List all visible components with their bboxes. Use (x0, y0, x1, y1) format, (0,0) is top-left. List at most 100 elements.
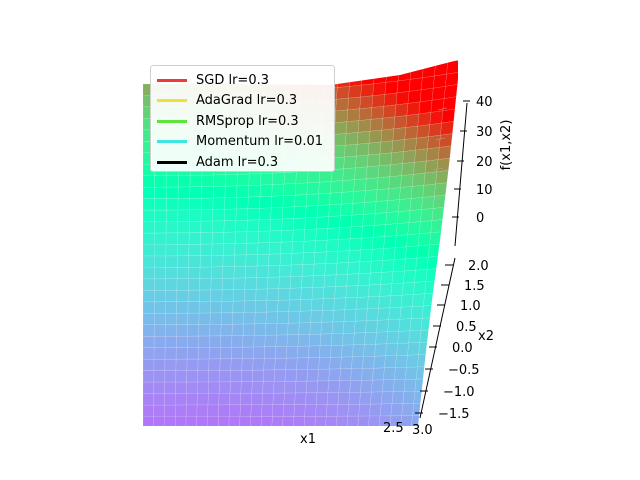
surface-patch (154, 255, 167, 268)
surface-patch (165, 209, 179, 222)
surface-patch (378, 295, 392, 309)
y-tick-label: 2.0 (468, 259, 489, 274)
surface-patch (267, 265, 281, 278)
surface-patch (176, 289, 189, 303)
surface-patch (352, 190, 366, 204)
surface-patch (154, 232, 167, 245)
surface-patch (379, 283, 393, 297)
surface-patch (357, 272, 371, 286)
surface-patch (296, 357, 309, 370)
surface-patch (211, 255, 224, 268)
surface-patch (422, 63, 436, 79)
surface-patch (269, 218, 283, 232)
surface-patch (337, 238, 351, 252)
surface-patch (388, 306, 402, 321)
surface-patch (435, 170, 449, 185)
surface-patch (366, 153, 381, 168)
surface-patch (165, 232, 178, 245)
surface-patch (177, 221, 190, 234)
surface-patch (417, 232, 432, 247)
surface-patch (270, 195, 284, 209)
surface-patch (186, 358, 199, 371)
surface-patch (143, 198, 155, 211)
surface-patch (143, 336, 155, 348)
surface-patch (251, 381, 264, 394)
surface-patch (316, 216, 329, 230)
surface-patch (287, 311, 301, 324)
surface-patch (317, 368, 330, 382)
surface-patch (143, 175, 156, 188)
surface-patch (334, 109, 349, 123)
surface-patch (245, 265, 258, 279)
surface-patch (260, 416, 273, 426)
surface-patch (185, 416, 198, 426)
surface-patch (287, 322, 300, 336)
surface-patch (265, 323, 278, 336)
surface-patch (228, 404, 241, 417)
surface-patch (352, 344, 365, 358)
surface-patch (251, 392, 263, 406)
surface-patch (316, 380, 329, 394)
surface-patch (281, 218, 295, 231)
surface-patch (174, 416, 187, 426)
surface-patch (188, 278, 201, 291)
surface-patch (340, 203, 354, 217)
surface-patch (232, 312, 245, 325)
surface-patch (360, 237, 374, 251)
surface-patch (240, 381, 253, 394)
surface-patch (326, 392, 340, 405)
surface-patch (283, 171, 297, 185)
surface-patch (408, 209, 422, 223)
surface-patch (261, 392, 274, 406)
surface-patch (197, 347, 210, 360)
surface-patch (341, 179, 355, 193)
surface-patch (357, 415, 370, 426)
surface-patch (218, 404, 230, 417)
surface-patch (406, 233, 420, 248)
surface-patch (223, 220, 237, 233)
surface-patch (404, 366, 418, 380)
surface-patch (153, 381, 166, 394)
surface-patch (364, 189, 378, 203)
surface-patch (271, 183, 285, 197)
surface-patch (383, 367, 396, 381)
surface-patch (264, 346, 277, 359)
surface-patch (346, 273, 360, 287)
surface-patch (350, 214, 364, 228)
surface-patch (380, 128, 395, 143)
surface-patch (272, 172, 285, 185)
surface-patch (360, 379, 373, 393)
surface-patch (258, 219, 271, 232)
surface-patch (415, 136, 429, 151)
surface-patch (385, 343, 398, 357)
surface-patch (404, 257, 418, 272)
surface-patch (440, 121, 454, 136)
surface-patch (293, 205, 307, 219)
surface-patch (224, 208, 237, 222)
surface-patch (428, 122, 442, 137)
legend-swatch (157, 99, 187, 103)
surface-patch (445, 72, 458, 87)
surface-patch (349, 225, 363, 240)
surface-patch (371, 94, 386, 108)
surface-patch (339, 214, 353, 228)
surface-patch (177, 244, 190, 257)
surface-patch (315, 228, 329, 241)
surface-patch (186, 370, 199, 383)
surface-patch (426, 256, 440, 270)
surface-patch (345, 120, 360, 134)
surface-patch (333, 297, 347, 311)
surface-patch (229, 393, 242, 406)
surface-patch (235, 208, 249, 221)
surface-patch (346, 415, 359, 426)
surface-patch (431, 86, 446, 101)
surface-patch (200, 243, 213, 256)
surface-patch (397, 210, 411, 224)
surface-patch (367, 141, 382, 156)
surface-patch (277, 299, 290, 313)
surface-patch (253, 323, 267, 336)
surface-patch (164, 416, 176, 426)
surface-patch (333, 133, 347, 147)
y-tick-label: 1.5 (464, 279, 485, 294)
surface-patch (269, 230, 282, 243)
